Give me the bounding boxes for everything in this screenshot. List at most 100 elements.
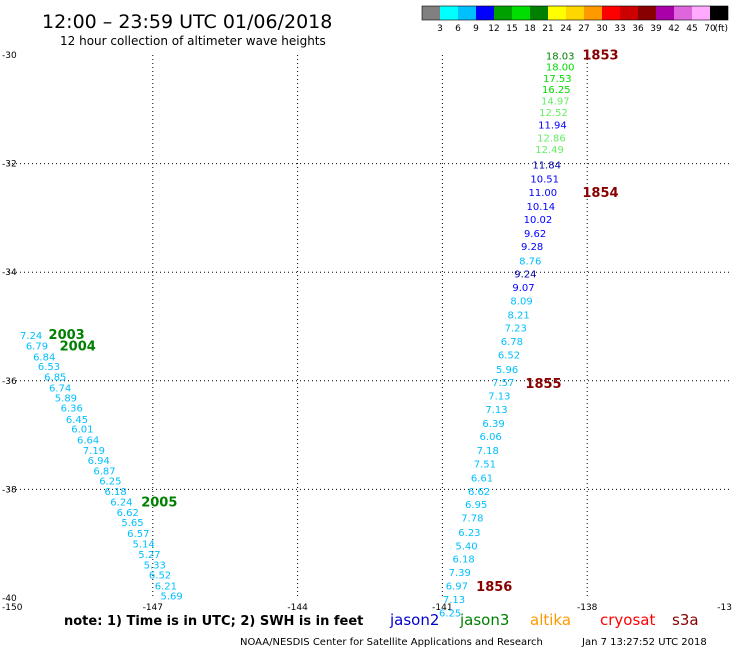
- wave-height-label: 10.14: [527, 202, 556, 213]
- legend-jason3: jason3: [459, 611, 509, 629]
- y-tick-label: -40: [2, 594, 17, 604]
- wave-height-label: 6.21: [155, 582, 177, 593]
- wave-height-label: 7.13: [488, 391, 510, 402]
- wave-height-label: 6.62: [117, 508, 139, 519]
- colorbar-swatch: [458, 6, 476, 20]
- legend-s3a: s3a: [672, 611, 699, 629]
- wave-height-label: 8.21: [508, 311, 530, 322]
- wave-height-label: 9.28: [521, 242, 543, 253]
- legend-altika: altika: [530, 611, 571, 629]
- colorbar-label: 15: [506, 24, 517, 34]
- wave-height-label: 7.24: [20, 331, 42, 342]
- y-tick-label: -36: [2, 377, 17, 387]
- wave-height-label: 7.51: [474, 459, 496, 470]
- wave-height-label: 6.97: [446, 582, 468, 593]
- wave-height-label: 6.52: [149, 571, 171, 582]
- colorbar-label: 21: [542, 24, 553, 34]
- wave-height-label: 6.01: [71, 425, 93, 436]
- wave-height-label: 12.49: [535, 145, 564, 156]
- x-tick-label: -138: [577, 603, 598, 613]
- wave-height-label: 6.06: [480, 432, 502, 443]
- wave-height-label: 6.79: [26, 342, 48, 353]
- page-subtitle: 12 hour collection of altimeter wave hei…: [60, 34, 326, 48]
- time-label: 2004: [60, 340, 96, 355]
- wave-height-label: 6.39: [482, 419, 504, 430]
- wave-height-label: 11.00: [528, 188, 557, 199]
- colorbar-label: 33: [614, 24, 625, 34]
- colorbar-unit: (ft): [714, 24, 728, 34]
- x-tick-label: -150: [2, 603, 23, 613]
- wave-height-label: 7.23: [505, 324, 527, 335]
- wave-height-label: 9.62: [524, 229, 546, 240]
- colorbar-label: 6: [455, 24, 461, 34]
- colorbar-label: 36: [632, 24, 644, 34]
- colorbar-swatch: [512, 6, 530, 20]
- time-label: 1854: [582, 186, 618, 201]
- wave-height-label: 7.78: [461, 514, 483, 525]
- time-label: 1853: [582, 49, 618, 64]
- wave-height-label: 11.94: [538, 121, 567, 132]
- wave-height-label: 14.97: [541, 97, 570, 108]
- wave-height-label: 18.03: [546, 52, 575, 63]
- wave-height-label: 7.39: [449, 568, 471, 579]
- wave-height-label: 12.86: [537, 134, 566, 145]
- grid-lines: [8, 55, 732, 598]
- wave-height-label: 18.00: [546, 62, 575, 73]
- wave-height-label: 5.27: [138, 550, 160, 561]
- wave-height-label: 7.19: [83, 446, 105, 457]
- wave-height-label: 6.87: [93, 466, 115, 477]
- colorbar-swatch: [476, 6, 494, 20]
- colorbar-swatch: [566, 6, 584, 20]
- wave-height-label: 6.95: [465, 500, 487, 511]
- colorbar-swatch: [530, 6, 548, 20]
- timestamp: Jan 7 13:27:52 UTC 2018: [581, 637, 707, 648]
- colorbar-label: 18: [524, 24, 536, 34]
- satellite-tracks: 7.246.796.846.536.856.745.896.366.456.01…: [20, 49, 619, 620]
- wave-height-label: 6.78: [501, 337, 523, 348]
- colorbar-swatch: [710, 6, 728, 20]
- x-tick-label: -144: [287, 603, 308, 613]
- legend-cryosat: cryosat: [600, 611, 655, 629]
- wave-height-label: 10.51: [530, 174, 559, 185]
- wave-height-label: 6.64: [77, 435, 99, 446]
- wave-height-label: 6.45: [66, 415, 88, 426]
- wave-height-label: 5.33: [144, 560, 166, 571]
- colorbar-frame: [421, 5, 729, 21]
- wave-height-label: 5.89: [55, 394, 77, 405]
- wave-height-label: 6.62: [468, 487, 490, 498]
- satellite-legend: jason2 jason3 altika cryosat s3a: [389, 611, 699, 629]
- colorbar-swatch: [584, 6, 602, 20]
- wave-height-label: 11.84: [532, 161, 561, 172]
- wave-height-label: 6.18: [453, 554, 475, 565]
- wave-height-label: 6.18: [105, 487, 127, 498]
- wave-height-label: 7.13: [443, 595, 465, 606]
- colorbar-swatch: [440, 6, 458, 20]
- footnote: note: 1) Time is in UTC; 2) SWH is in fe…: [64, 614, 363, 629]
- wave-height-label: 6.57: [127, 529, 149, 540]
- colorbar-label: 45: [686, 24, 697, 34]
- wave-height-label: 17.53: [543, 74, 572, 85]
- colorbar-swatch: [692, 6, 710, 20]
- track-jason3: 7.246.796.846.536.856.745.896.366.456.01…: [20, 328, 183, 602]
- y-tick-label: -34: [2, 268, 17, 278]
- colorbar-swatch: [620, 6, 638, 20]
- time-label: 1856: [476, 580, 512, 595]
- wave-height-label: 16.25: [542, 85, 571, 96]
- wave-height-label: 6.85: [44, 372, 66, 383]
- colorbar-label: 39: [650, 24, 662, 34]
- wave-height-label: 6.36: [61, 403, 83, 414]
- colorbar-label: 3: [437, 24, 443, 34]
- colorbar-label: 27: [578, 24, 589, 34]
- time-label: 2003: [49, 328, 85, 343]
- credit-line: NOAA/NESDIS Center for Satellite Applica…: [240, 637, 543, 648]
- colorbar-label: 42: [668, 24, 679, 34]
- wave-height-label: 6.25: [439, 609, 461, 620]
- colorbar-label: 9: [473, 24, 479, 34]
- wave-height-label: 9.24: [514, 269, 536, 280]
- y-tick-label: -38: [2, 485, 17, 495]
- page-title: 12:00 – 23:59 UTC 01/06/2018: [42, 11, 332, 33]
- colorbar-swatch: [548, 6, 566, 20]
- wave-height-label: 6.23: [458, 528, 480, 539]
- wave-height-label: 9.07: [512, 283, 534, 294]
